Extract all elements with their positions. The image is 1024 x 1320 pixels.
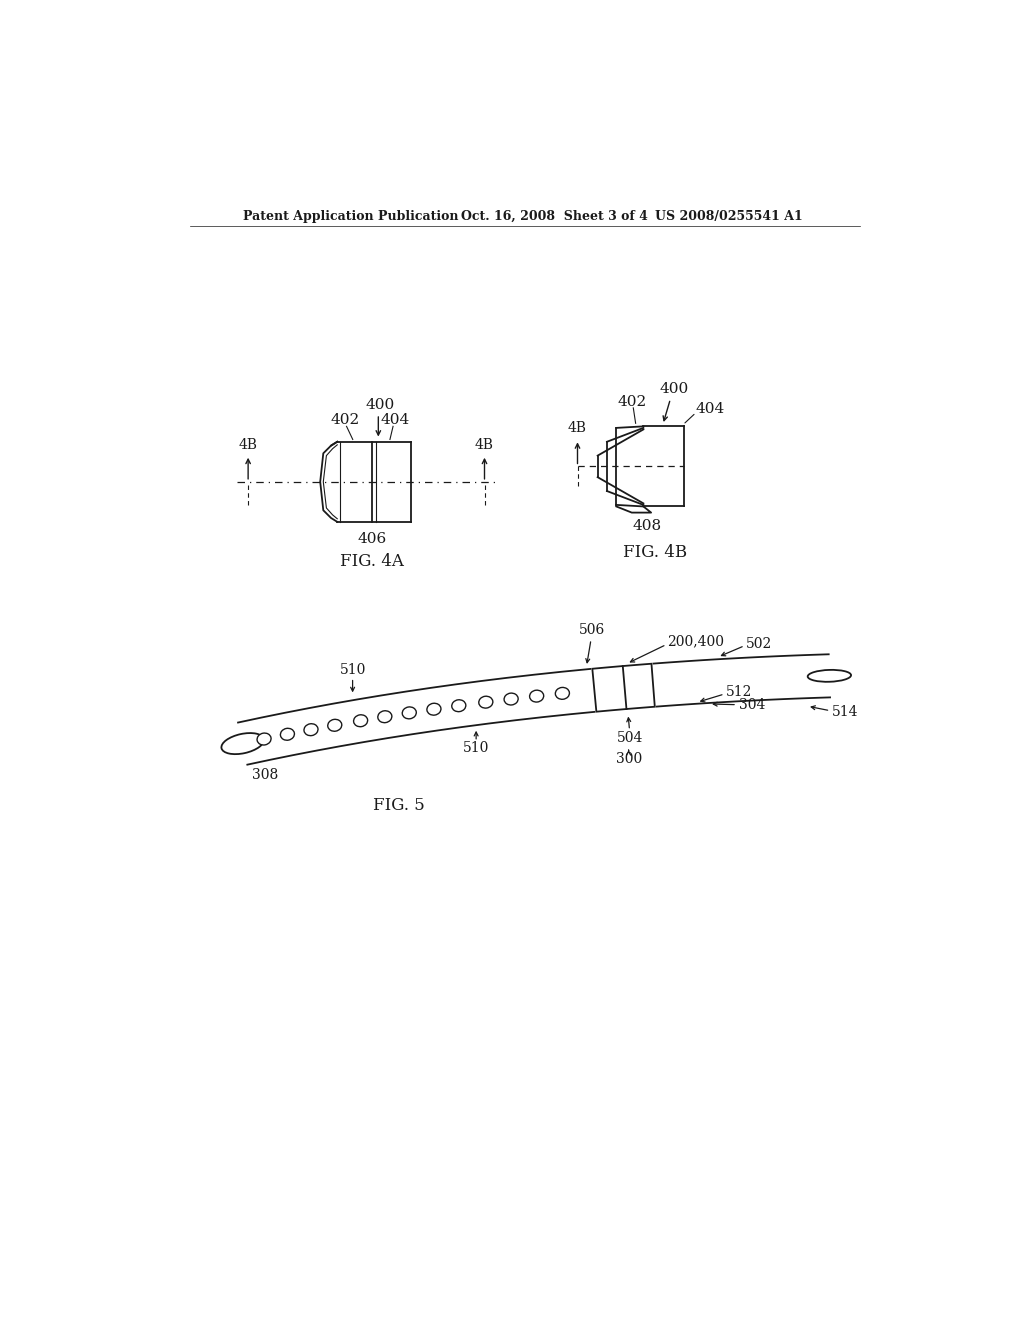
Text: 512: 512 xyxy=(726,685,753,700)
Text: 200,400: 200,400 xyxy=(668,635,724,648)
Text: 514: 514 xyxy=(831,705,858,719)
Text: 4B: 4B xyxy=(475,438,494,451)
Text: 404: 404 xyxy=(381,413,410,428)
Ellipse shape xyxy=(257,733,271,744)
Ellipse shape xyxy=(808,669,851,682)
Ellipse shape xyxy=(378,710,392,722)
Text: Patent Application Publication: Patent Application Publication xyxy=(243,210,458,223)
Text: 506: 506 xyxy=(579,623,605,636)
Text: 510: 510 xyxy=(463,741,489,755)
Ellipse shape xyxy=(529,690,544,702)
Ellipse shape xyxy=(504,693,518,705)
Ellipse shape xyxy=(353,715,368,727)
Ellipse shape xyxy=(221,733,264,754)
Ellipse shape xyxy=(427,704,441,715)
Text: 408: 408 xyxy=(633,519,662,533)
Text: FIG. 4B: FIG. 4B xyxy=(623,544,687,561)
Text: 400: 400 xyxy=(366,397,394,412)
Text: 406: 406 xyxy=(357,532,387,545)
Text: 504: 504 xyxy=(617,731,643,746)
Text: 400: 400 xyxy=(659,383,689,396)
Text: 304: 304 xyxy=(738,698,765,711)
Text: 502: 502 xyxy=(746,638,772,651)
Text: 402: 402 xyxy=(331,413,359,428)
Ellipse shape xyxy=(479,696,493,708)
Ellipse shape xyxy=(452,700,466,711)
Ellipse shape xyxy=(304,723,318,735)
Text: Oct. 16, 2008  Sheet 3 of 4: Oct. 16, 2008 Sheet 3 of 4 xyxy=(461,210,648,223)
Text: 4B: 4B xyxy=(239,438,258,451)
Text: FIG. 4A: FIG. 4A xyxy=(340,553,404,570)
Text: 402: 402 xyxy=(617,395,646,409)
Ellipse shape xyxy=(402,708,417,719)
Text: 404: 404 xyxy=(695,403,725,416)
Text: 308: 308 xyxy=(253,768,279,781)
Text: US 2008/0255541 A1: US 2008/0255541 A1 xyxy=(655,210,803,223)
Text: 510: 510 xyxy=(339,663,366,677)
Ellipse shape xyxy=(281,729,295,741)
Text: 4B: 4B xyxy=(568,421,587,434)
Text: 300: 300 xyxy=(615,751,642,766)
Text: FIG. 5: FIG. 5 xyxy=(374,797,425,813)
Ellipse shape xyxy=(328,719,342,731)
Ellipse shape xyxy=(555,688,569,700)
